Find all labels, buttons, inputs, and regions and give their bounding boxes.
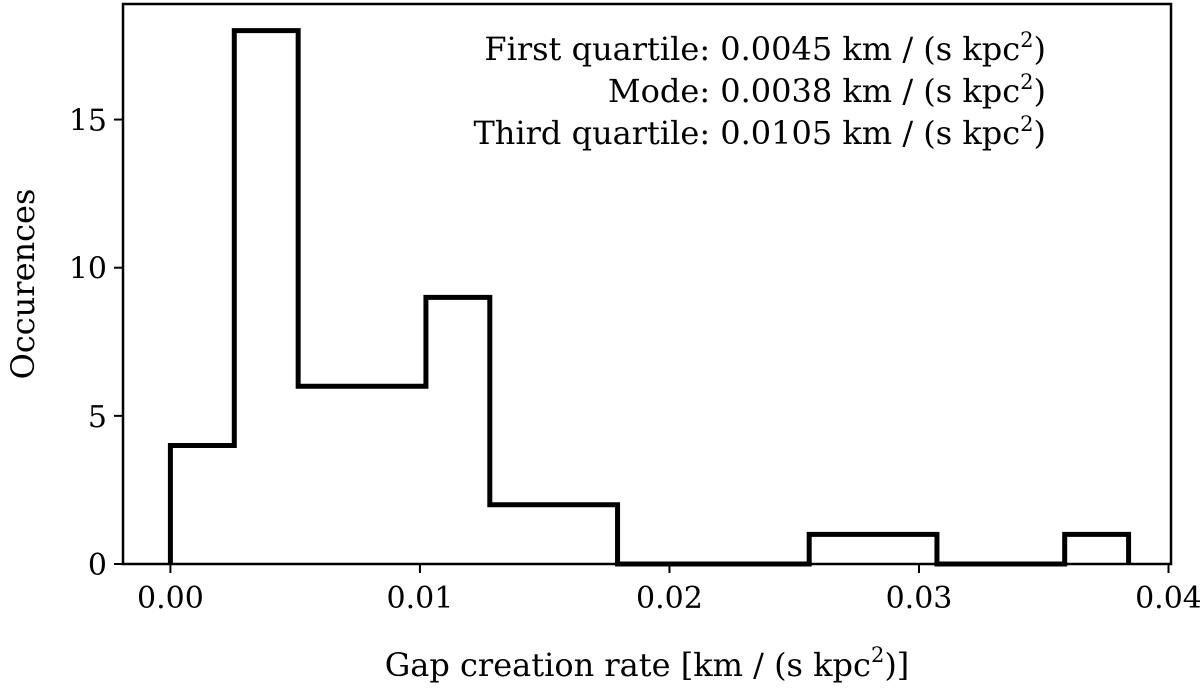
x-tick-label: 0.00	[137, 581, 204, 616]
y-tick-label: 0	[88, 548, 107, 583]
annotation-mode: Mode: 0.0038 km / (s kpc2)	[608, 70, 1046, 110]
x-tick-label: 0.04	[1135, 581, 1200, 616]
y-tick-label: 15	[69, 104, 107, 139]
annotations: First quartile: 0.0045 km / (s kpc2)Mode…	[473, 28, 1046, 152]
y-axis-label: Occurences	[4, 189, 42, 380]
y-tick-label: 10	[69, 252, 107, 287]
x-tick-label: 0.02	[636, 581, 703, 616]
annotation-first-quartile: First quartile: 0.0045 km / (s kpc2)	[484, 28, 1046, 68]
plot-frame	[121, 2, 1173, 566]
x-axis-label: Gap creation rate [km / (s kpc2)]	[385, 643, 910, 684]
x-tick-label: 0.03	[886, 581, 953, 616]
x-tick-label: 0.01	[387, 581, 454, 616]
y-tick-label: 5	[88, 400, 107, 435]
annotation-third-quartile: Third quartile: 0.0105 km / (s kpc2)	[473, 112, 1046, 152]
ticks-layer: 0.00 0.01 0.02 0.03 0.04 0 5 10 15	[69, 104, 1200, 616]
